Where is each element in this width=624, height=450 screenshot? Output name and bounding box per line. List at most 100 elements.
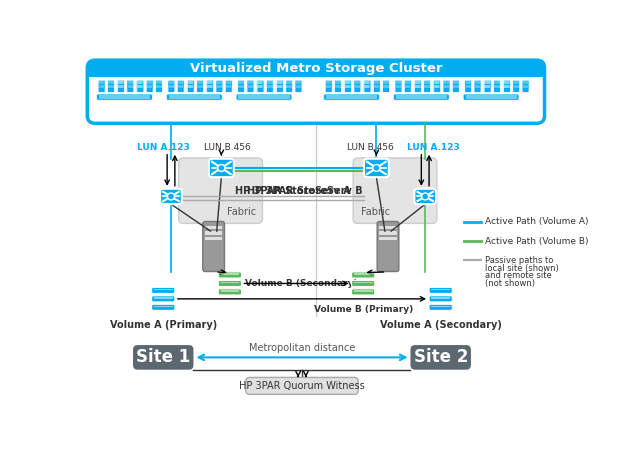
Bar [424,81,430,84]
Bar [187,85,193,88]
FancyBboxPatch shape [167,94,222,100]
FancyBboxPatch shape [504,80,510,93]
Bar [296,85,301,88]
FancyBboxPatch shape [203,221,225,271]
FancyBboxPatch shape [225,80,232,93]
Text: Volume B (Primary): Volume B (Primary) [314,305,413,314]
Bar [207,85,212,88]
FancyBboxPatch shape [433,80,440,93]
FancyBboxPatch shape [395,80,402,93]
FancyBboxPatch shape [344,80,351,93]
Bar [379,226,396,229]
Text: local site (shown): local site (shown) [485,264,558,273]
Text: LUN B.456: LUN B.456 [347,143,394,152]
Bar [127,85,133,88]
Text: Site 1: Site 1 [136,348,190,366]
Bar [137,81,142,84]
Bar [345,85,351,88]
Bar [364,81,369,84]
Bar [344,85,350,88]
FancyBboxPatch shape [136,80,143,93]
Bar [414,85,420,88]
FancyBboxPatch shape [494,80,500,93]
FancyBboxPatch shape [377,221,399,271]
FancyBboxPatch shape [429,287,452,293]
Bar [484,81,489,84]
Bar [154,306,173,307]
Bar [431,297,450,299]
Bar [205,226,222,229]
FancyBboxPatch shape [474,80,481,93]
FancyBboxPatch shape [513,80,520,93]
Bar [296,81,301,84]
Bar [238,85,244,88]
Bar [147,85,152,88]
FancyBboxPatch shape [187,80,194,93]
Text: HP 3PAR StoreServ A: HP 3PAR StoreServ A [235,186,351,196]
Text: Volume B (Secondary): Volume B (Secondary) [245,279,358,288]
Bar [326,95,377,99]
Bar [197,85,203,88]
Bar [335,85,341,88]
FancyBboxPatch shape [177,80,184,93]
Bar [188,81,193,84]
Circle shape [422,193,429,200]
Text: LUN A.123: LUN A.123 [407,143,459,152]
Bar [238,81,244,84]
Bar [453,85,459,88]
FancyBboxPatch shape [353,158,437,223]
Bar [523,81,529,84]
Bar [108,85,114,88]
FancyBboxPatch shape [266,80,273,93]
Bar [354,85,360,88]
Bar [207,85,213,88]
Bar [434,81,440,84]
Bar [504,85,510,88]
Bar [205,231,222,234]
Bar [221,282,239,284]
FancyBboxPatch shape [246,378,358,394]
Bar [494,85,500,88]
FancyBboxPatch shape [216,80,223,93]
Bar [286,85,292,88]
FancyBboxPatch shape [465,80,472,93]
Text: and remote site: and remote site [485,271,552,280]
FancyBboxPatch shape [351,289,375,295]
Bar [119,81,124,84]
FancyBboxPatch shape [354,80,361,93]
Bar [168,85,174,88]
FancyBboxPatch shape [434,80,441,93]
Bar [248,81,253,84]
FancyBboxPatch shape [206,80,213,93]
Bar [354,274,373,275]
FancyBboxPatch shape [404,80,411,93]
Bar [108,81,114,84]
FancyBboxPatch shape [178,158,263,223]
Bar [277,81,283,84]
Bar [87,68,545,77]
FancyBboxPatch shape [218,272,241,278]
Bar [248,85,253,88]
FancyBboxPatch shape [137,80,144,93]
FancyBboxPatch shape [373,80,380,93]
Bar [365,85,370,88]
FancyBboxPatch shape [286,80,293,93]
FancyBboxPatch shape [87,60,545,77]
Bar [379,237,396,240]
FancyBboxPatch shape [98,80,105,93]
Bar [504,81,510,84]
Bar [276,85,282,88]
FancyBboxPatch shape [97,94,152,100]
FancyBboxPatch shape [452,80,459,93]
Bar [258,85,263,88]
FancyBboxPatch shape [197,80,203,93]
Bar [504,85,509,88]
Bar [154,297,173,299]
Bar [434,81,439,84]
FancyBboxPatch shape [107,80,114,93]
Bar [396,95,447,99]
Text: Passive paths to: Passive paths to [485,256,553,265]
Bar [374,85,379,88]
FancyBboxPatch shape [276,80,283,93]
Text: HP 3PAR Quorum Witness: HP 3PAR Quorum Witness [239,381,365,391]
